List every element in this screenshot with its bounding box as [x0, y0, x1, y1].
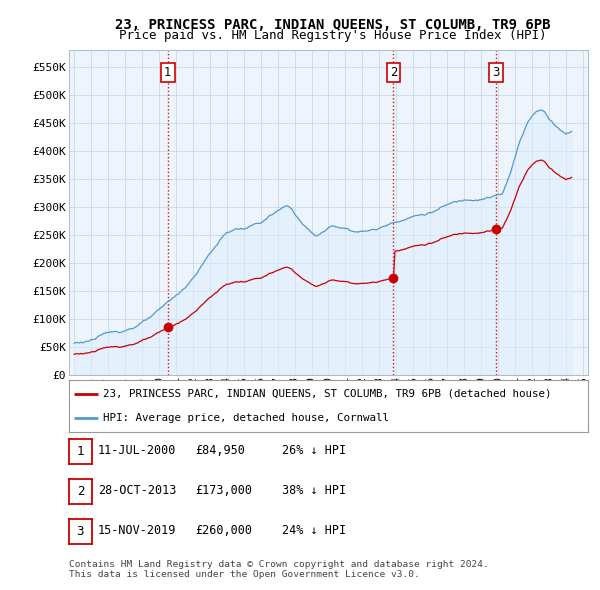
Text: £260,000: £260,000 [195, 525, 252, 537]
Text: 1: 1 [164, 66, 172, 79]
Text: Price paid vs. HM Land Registry's House Price Index (HPI): Price paid vs. HM Land Registry's House … [119, 29, 547, 42]
Text: 15-NOV-2019: 15-NOV-2019 [98, 525, 176, 537]
Text: 2: 2 [390, 66, 397, 79]
Text: 11-JUL-2000: 11-JUL-2000 [98, 444, 176, 457]
Text: 23, PRINCESS PARC, INDIAN QUEENS, ST COLUMB, TR9 6PB (detached house): 23, PRINCESS PARC, INDIAN QUEENS, ST COL… [103, 389, 551, 399]
Text: 2: 2 [77, 485, 84, 498]
Text: 3: 3 [493, 66, 500, 79]
Text: 26% ↓ HPI: 26% ↓ HPI [282, 444, 346, 457]
Text: £173,000: £173,000 [195, 484, 252, 497]
Text: 3: 3 [77, 525, 84, 538]
Text: 38% ↓ HPI: 38% ↓ HPI [282, 484, 346, 497]
Text: 23, PRINCESS PARC, INDIAN QUEENS, ST COLUMB, TR9 6PB: 23, PRINCESS PARC, INDIAN QUEENS, ST COL… [115, 18, 551, 32]
Text: 28-OCT-2013: 28-OCT-2013 [98, 484, 176, 497]
Text: HPI: Average price, detached house, Cornwall: HPI: Average price, detached house, Corn… [103, 413, 389, 423]
Text: 24% ↓ HPI: 24% ↓ HPI [282, 525, 346, 537]
Text: Contains HM Land Registry data © Crown copyright and database right 2024.
This d: Contains HM Land Registry data © Crown c… [69, 560, 489, 579]
Text: £84,950: £84,950 [195, 444, 245, 457]
Text: 1: 1 [77, 445, 84, 458]
